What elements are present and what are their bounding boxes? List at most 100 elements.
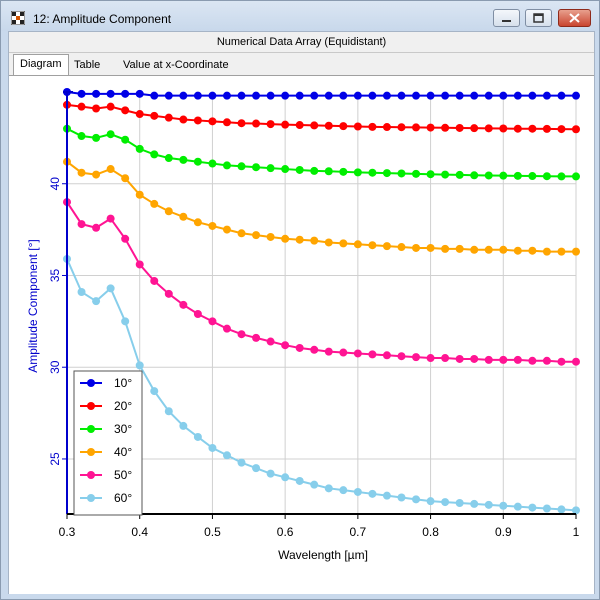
data-point [339, 348, 348, 357]
data-point [455, 91, 464, 100]
data-point [470, 124, 479, 133]
title-bar[interactable]: 12: Amplitude Component [1, 1, 599, 31]
data-point [382, 123, 391, 132]
data-point [397, 123, 406, 132]
data-point [542, 356, 551, 365]
data-point [106, 214, 115, 223]
data-point [164, 91, 173, 100]
data-point [455, 498, 464, 507]
x-axis-label: Wavelength [µm] [278, 548, 368, 562]
data-point [92, 223, 101, 232]
data-point [121, 135, 130, 144]
data-point [310, 236, 319, 245]
tab-diagram[interactable]: Diagram [13, 54, 69, 76]
series-60deg [63, 254, 580, 515]
data-point [542, 247, 551, 256]
x-tick-label: 0.8 [422, 525, 439, 539]
data-point [426, 243, 435, 252]
data-point [368, 168, 377, 177]
data-point [222, 91, 231, 100]
data-point [412, 123, 421, 132]
data-point [455, 244, 464, 253]
data-point [237, 229, 246, 238]
data-point [77, 89, 86, 98]
data-point [353, 122, 362, 131]
data-point [412, 495, 421, 504]
data-point [150, 91, 159, 100]
data-point [397, 169, 406, 178]
data-point [339, 122, 348, 131]
data-point [106, 284, 115, 293]
data-point [237, 458, 246, 467]
data-point [135, 144, 144, 153]
data-point [121, 89, 130, 98]
x-tick-label: 0.5 [204, 525, 221, 539]
tab-table[interactable]: Table [74, 59, 101, 71]
data-point [324, 91, 333, 100]
data-point [572, 357, 580, 366]
data-point [542, 91, 551, 100]
data-point [368, 350, 377, 359]
data-point [324, 167, 333, 176]
legend-label: 10° [114, 376, 132, 390]
restore-icon [533, 13, 544, 23]
data-point [310, 91, 319, 100]
data-point [542, 172, 551, 181]
data-point [382, 169, 391, 178]
data-point [222, 225, 231, 234]
data-point [295, 91, 304, 100]
legend: 10° 20° 30° 40° 50° 60° [73, 370, 143, 516]
data-point [150, 276, 159, 285]
data-point [368, 241, 377, 250]
data-point [382, 91, 391, 100]
data-point [382, 242, 391, 251]
data-point [397, 352, 406, 361]
data-point [106, 89, 115, 98]
data-point [499, 91, 508, 100]
data-point [281, 341, 290, 350]
data-type-header: Numerical Data Array (Equidistant) [9, 32, 594, 53]
line-chart[interactable]: 25 30 35 40 0.3 0.4 0.5 0.6 0.7 0.8 0.9 1 10° 20° 30°… [9, 76, 594, 594]
data-point [77, 287, 86, 296]
data-point [310, 121, 319, 130]
y-axis-label: Amplitude Component [°] [26, 239, 40, 373]
data-point [353, 487, 362, 496]
data-point [193, 116, 202, 125]
data-point [193, 432, 202, 441]
series-30deg [63, 124, 580, 181]
close-button[interactable] [558, 9, 591, 27]
data-point [557, 172, 566, 181]
data-point [412, 243, 421, 252]
data-point [484, 91, 493, 100]
series-group [63, 88, 580, 515]
y-tick-label: 30 [48, 360, 62, 374]
data-point [441, 170, 450, 179]
data-point [310, 345, 319, 354]
data-point [368, 122, 377, 131]
data-point [77, 102, 86, 111]
data-point [208, 117, 217, 126]
restore-button[interactable] [525, 9, 552, 27]
data-point [499, 245, 508, 254]
series-50deg [63, 198, 580, 366]
x-tick-label: 0.4 [131, 525, 148, 539]
data-point [266, 120, 275, 129]
y-tick-label: 40 [48, 177, 62, 191]
data-point [150, 199, 159, 208]
data-point [106, 102, 115, 111]
data-point [295, 476, 304, 485]
data-point [513, 124, 522, 133]
series-line [66, 258, 577, 512]
tab-value-at-x[interactable]: Value at x-Coordinate [123, 59, 229, 71]
data-point [572, 125, 580, 134]
data-point [92, 170, 101, 179]
data-point [528, 172, 537, 181]
data-point [106, 130, 115, 139]
y-tick-label: 35 [48, 268, 62, 282]
data-point [164, 113, 173, 122]
legend-label: 30° [114, 422, 132, 436]
data-point [441, 498, 450, 507]
data-point [513, 91, 522, 100]
minimize-button[interactable] [493, 9, 520, 27]
data-point [441, 91, 450, 100]
